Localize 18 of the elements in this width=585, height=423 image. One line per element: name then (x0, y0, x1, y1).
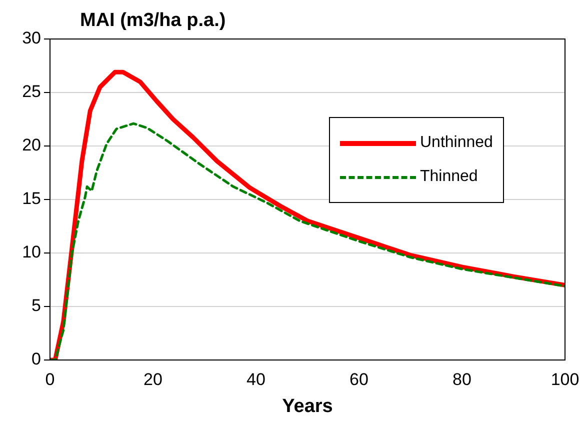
x-tick-label: 0 (45, 370, 55, 389)
x-tick-label: 20 (144, 370, 162, 389)
x-tick-label: 80 (452, 370, 472, 389)
y-tick-label: 10 (22, 242, 41, 262)
y-tick-label: 25 (22, 82, 41, 102)
y-tick-label: 15 (22, 189, 41, 208)
x-tick-label: 40 (246, 370, 266, 389)
line-series (50, 122, 565, 360)
legend-label: Thinned (420, 168, 478, 186)
y-tick-label: 30 (22, 28, 41, 48)
y-tick-label: 5 (32, 296, 41, 316)
legend-label: Unthinned (420, 134, 493, 152)
y-tick-label: 0 (32, 350, 41, 369)
x-tick-label: 60 (350, 370, 368, 389)
x-tick-label: 100 (550, 370, 580, 389)
chart-title: MAI (m3/ha p.a.) (72, 10, 234, 32)
x-axis-title: Years (281, 396, 334, 418)
y-tick-label: 20 (22, 136, 41, 155)
